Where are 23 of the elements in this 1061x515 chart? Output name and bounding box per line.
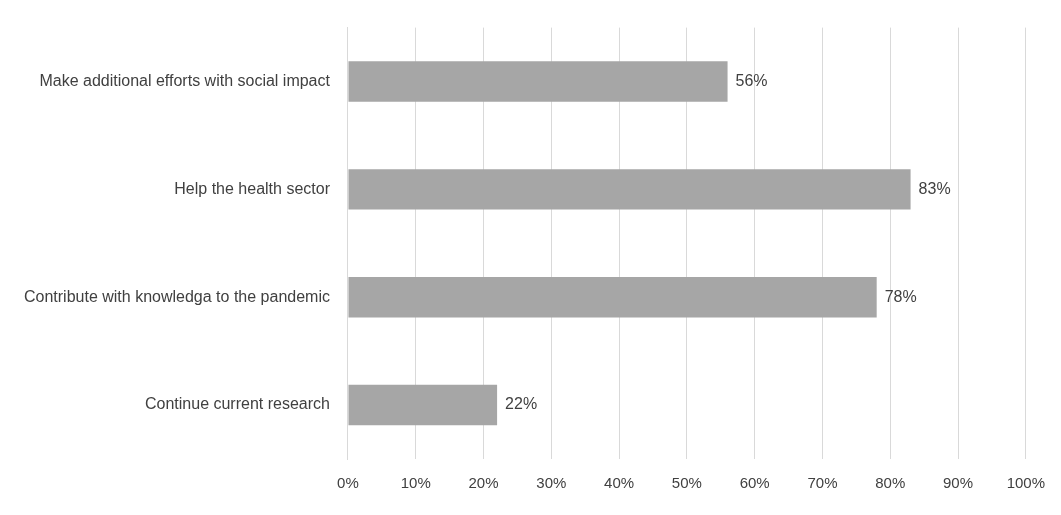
y-tick-label: Help the health sector bbox=[174, 179, 331, 197]
x-tick-label: 80% bbox=[875, 474, 906, 492]
data-label: 22% bbox=[505, 395, 538, 413]
x-tick-label: 0% bbox=[337, 474, 359, 492]
x-tick-label: 90% bbox=[943, 474, 974, 492]
data-label: 83% bbox=[918, 179, 951, 197]
y-tick-label: Continue current research bbox=[144, 395, 330, 413]
bar bbox=[348, 169, 911, 210]
x-tick-label: 100% bbox=[1006, 474, 1046, 492]
bar bbox=[348, 61, 728, 102]
bar bbox=[348, 384, 498, 426]
bar bbox=[348, 277, 877, 318]
x-tick-label: 40% bbox=[604, 474, 635, 492]
y-tick-label: Make additional efforts with social impact bbox=[39, 71, 331, 89]
x-tick-label: 20% bbox=[468, 474, 499, 492]
x-tick-label: 70% bbox=[807, 474, 838, 492]
x-tick-label: 30% bbox=[536, 474, 567, 492]
data-label: 78% bbox=[884, 287, 917, 305]
x-tick-label: 10% bbox=[400, 474, 431, 492]
x-tick-label: 60% bbox=[739, 474, 770, 492]
x-tick-label: 50% bbox=[671, 474, 702, 492]
data-label: 56% bbox=[735, 71, 768, 89]
y-tick-label: Contribute with knowledga to the pandemic bbox=[23, 287, 330, 305]
